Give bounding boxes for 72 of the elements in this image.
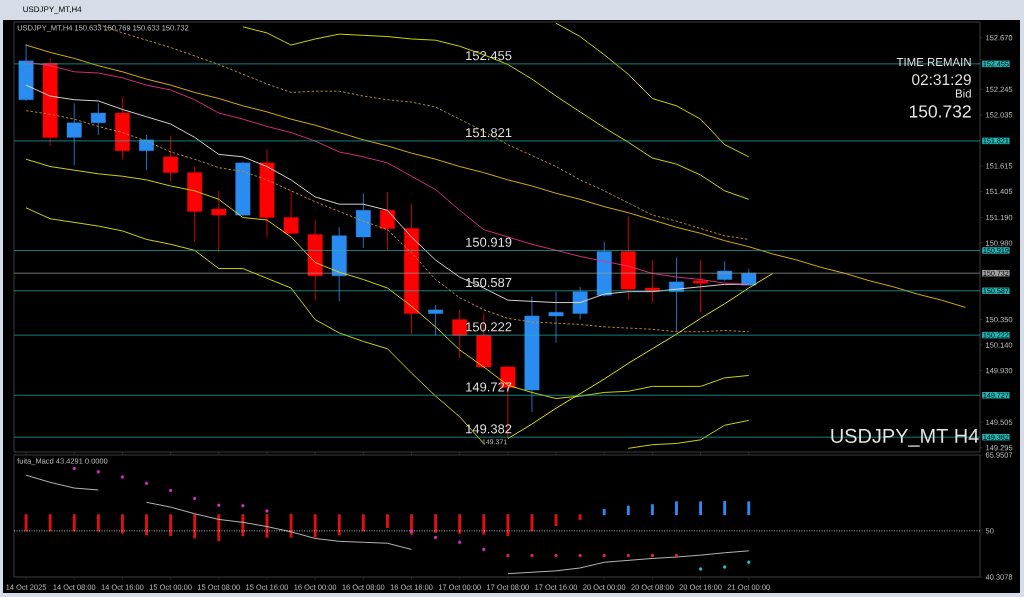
- bar: [241, 514, 245, 537]
- bar: [361, 514, 365, 532]
- candlestick: [211, 190, 227, 254]
- point: [120, 475, 125, 479]
- point: [168, 488, 173, 493]
- point: [457, 540, 462, 544]
- candlestick: [428, 304, 444, 336]
- candlestick: [90, 102, 106, 136]
- candlestick: [379, 191, 395, 251]
- candlestick: [283, 190, 299, 234]
- candlestick: [163, 135, 179, 182]
- bar: [723, 500, 727, 516]
- point: [674, 553, 679, 558]
- point: [241, 503, 245, 508]
- annotation: 150.732: [909, 105, 971, 118]
- bar: [120, 514, 124, 534]
- bar: [699, 501, 703, 516]
- annotation: 150.919: [466, 237, 512, 247]
- bar: [169, 514, 173, 537]
- bar: [72, 514, 76, 532]
- point: [578, 553, 582, 558]
- point: [650, 553, 655, 558]
- line-series: [555, 22, 750, 158]
- annotation: USDJPY_MT H4: [831, 428, 979, 447]
- bar: [675, 501, 678, 516]
- annotation: 02:31:29: [912, 74, 971, 86]
- point: [530, 553, 534, 558]
- candlestick: [548, 291, 564, 344]
- point: [626, 553, 630, 558]
- point: [506, 553, 510, 558]
- point: [722, 565, 727, 569]
- candlestick: [693, 259, 708, 313]
- bar: [506, 514, 510, 537]
- bar: [434, 514, 438, 533]
- bar: [145, 514, 148, 536]
- point: [602, 553, 606, 558]
- point: [433, 535, 438, 540]
- bar: [747, 501, 751, 516]
- point: [192, 496, 197, 501]
- candlestick: [66, 102, 82, 166]
- bar: [217, 514, 221, 542]
- candlestick: [572, 286, 588, 320]
- bar: [578, 514, 582, 520]
- point: [96, 470, 101, 474]
- bar: [602, 508, 606, 516]
- bar: [458, 514, 462, 534]
- bar: [337, 514, 341, 536]
- bar: [48, 514, 52, 532]
- point: [217, 503, 221, 507]
- bar: [530, 514, 534, 532]
- candlestick: [717, 260, 733, 282]
- bar: [24, 514, 28, 532]
- annotation: 151.821: [466, 128, 512, 138]
- point: [554, 553, 558, 558]
- bar: [626, 505, 630, 516]
- bar: [193, 514, 197, 539]
- point: [482, 547, 486, 552]
- bar: [385, 514, 389, 529]
- bar: [96, 514, 100, 532]
- point: [409, 529, 414, 534]
- candlestick: [452, 309, 468, 359]
- line-series: [242, 26, 750, 200]
- point: [747, 560, 751, 564]
- annotation: TIME REMAIN: [896, 58, 971, 66]
- point: [72, 466, 76, 471]
- annotation: Bid: [955, 89, 971, 98]
- point: [265, 509, 269, 513]
- point: [698, 567, 703, 571]
- bar: [313, 514, 317, 538]
- bar: [482, 514, 486, 535]
- bar: [650, 504, 654, 516]
- point: [144, 481, 149, 485]
